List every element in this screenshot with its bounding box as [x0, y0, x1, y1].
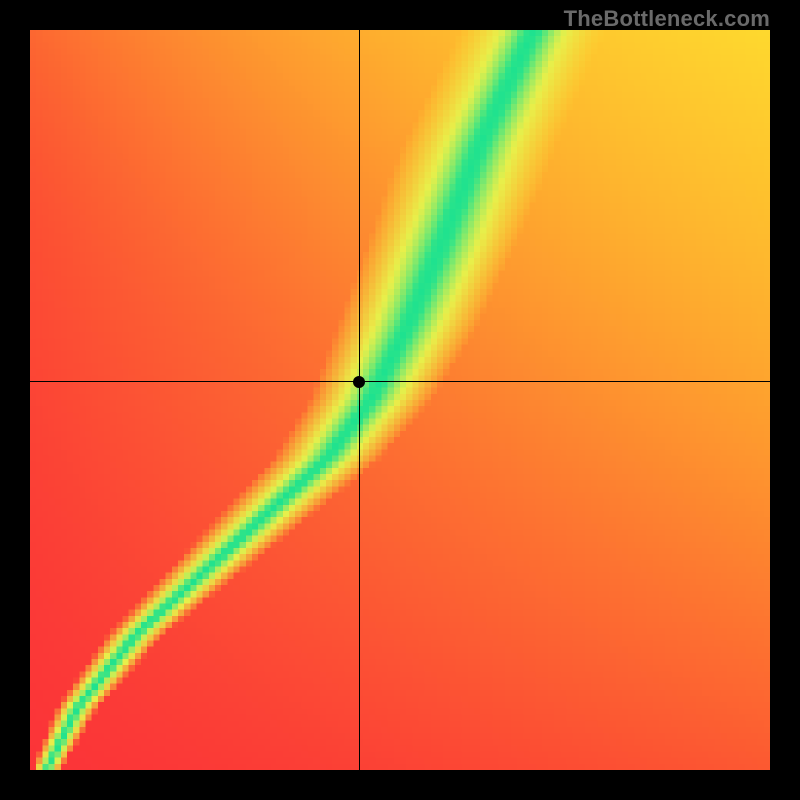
crosshair-point	[353, 376, 365, 388]
heatmap-canvas	[30, 30, 770, 770]
crosshair-vertical	[359, 30, 361, 770]
crosshair-horizontal	[30, 381, 770, 383]
watermark-text: TheBottleneck.com	[564, 6, 770, 32]
